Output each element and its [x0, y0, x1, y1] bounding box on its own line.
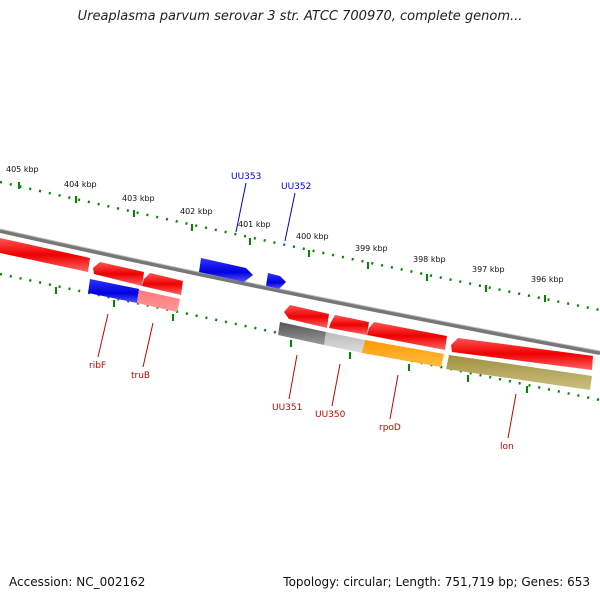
gene-label-UU352: UU352	[281, 182, 311, 192]
gene-rpoD-red	[367, 322, 447, 350]
gene-UU352	[266, 273, 286, 289]
accession-text: Accession: NC_002162	[9, 575, 146, 589]
gene-forward-left	[0, 238, 90, 272]
gene-forward-3	[142, 273, 183, 295]
gene-UU353	[199, 258, 253, 282]
gene-UU351-red	[284, 305, 329, 328]
gene-UU351	[278, 322, 326, 345]
gene-ribF	[88, 279, 139, 303]
ruler-label: 400 kbp	[296, 232, 329, 241]
map-title: Ureaplasma parvum serovar 3 str. ATCC 70…	[77, 9, 523, 24]
ruler-label: 401 kbp	[238, 220, 271, 229]
gene-UU350	[324, 332, 365, 353]
ruler-labels: 405 kbp 404 kbp 403 kbp 402 kbp 401 kbp …	[6, 165, 564, 284]
gene-UU350-red	[329, 315, 369, 335]
gene-truB	[137, 290, 180, 312]
ruler-label: 403 kbp	[122, 194, 155, 203]
gene-label-rpoD: rpoD	[379, 423, 401, 433]
gene-lon-red	[451, 338, 593, 370]
gene-label-UU351: UU351	[272, 403, 302, 413]
ruler-label: 396 kbp	[531, 275, 564, 284]
ruler-label: 402 kbp	[180, 207, 213, 216]
ruler-label: 399 kbp	[355, 244, 388, 253]
ruler-label: 397 kbp	[472, 265, 505, 274]
ruler-label: 398 kbp	[413, 255, 446, 264]
gene-label-lines-blue	[235, 182, 296, 242]
ruler-label: 404 kbp	[64, 180, 97, 189]
ruler-label: 405 kbp	[6, 165, 39, 174]
gene-rpoD	[362, 340, 444, 367]
gene-forward-2	[93, 262, 144, 286]
gene-label-ribF: ribF	[89, 361, 106, 371]
genome-backbone	[0, 229, 600, 355]
gene-label-lon: lon	[500, 442, 514, 452]
gene-label-UU350: UU350	[315, 410, 346, 420]
gene-label-lines	[97, 313, 517, 439]
gene-label-truB: truB	[131, 371, 150, 381]
outer-ruler-ticks	[18, 182, 546, 302]
gene-label-UU353: UU353	[231, 172, 261, 182]
gene-lon	[446, 355, 592, 390]
topology-text: Topology: circular; Length: 751,719 bp; …	[283, 575, 590, 589]
inner-ruler-ticks	[55, 287, 528, 393]
